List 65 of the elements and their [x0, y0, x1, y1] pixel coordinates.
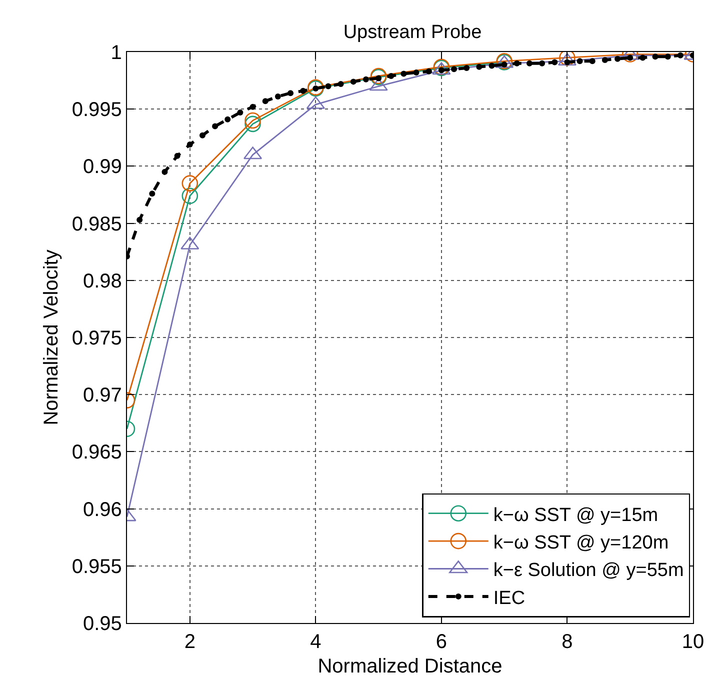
point [338, 80, 344, 87]
point [300, 88, 306, 94]
point [288, 90, 294, 96]
x-tick-label: 10 [682, 631, 704, 654]
point [514, 60, 520, 66]
y-axis-title: Normalized Velocity [40, 250, 62, 426]
point [451, 66, 458, 72]
point [539, 60, 546, 66]
point [526, 60, 532, 66]
point [262, 98, 268, 104]
point [244, 116, 261, 132]
point [136, 216, 143, 223]
point [614, 56, 621, 62]
point [237, 110, 244, 116]
x-tick-label: 2 [184, 631, 196, 654]
y-tick-label: 0.96 [82, 498, 122, 521]
x-tick-label: 8 [562, 631, 573, 654]
y-tick-label: 0.995 [72, 99, 122, 122]
x-tick-label: 6 [436, 631, 448, 654]
chart-title: Upstream Probe [343, 22, 482, 43]
point [174, 152, 180, 159]
point [664, 54, 671, 60]
point [199, 132, 206, 138]
point [576, 58, 583, 64]
point [388, 72, 394, 79]
y-tick-label: 1 [110, 42, 122, 64]
point [162, 168, 168, 175]
point [325, 83, 332, 90]
legend-label: IEC [493, 588, 526, 609]
point [413, 70, 420, 76]
y-tick-label: 0.955 [72, 556, 122, 578]
legend-label: k−ω SST @ y=15m [493, 504, 658, 526]
point [476, 64, 482, 70]
point [350, 78, 356, 85]
point [274, 94, 281, 100]
y-tick-label: 0.985 [72, 213, 122, 236]
y-tick-label: 0.965 [72, 442, 122, 464]
y-tick-label: 0.99 [82, 156, 122, 178]
y-tick-label: 0.975 [72, 328, 122, 350]
point [182, 188, 198, 204]
point [186, 142, 193, 148]
point [212, 123, 218, 130]
point [464, 64, 470, 71]
y-tick-label: 0.97 [82, 384, 122, 407]
x-axis-title: Normalized Distance [318, 656, 502, 678]
point [677, 52, 684, 58]
y-tick-label: 0.98 [82, 270, 122, 292]
point [589, 58, 596, 64]
point [640, 54, 646, 61]
point [602, 56, 608, 63]
point [426, 68, 432, 74]
point [244, 112, 261, 129]
x-tick-label: 4 [310, 631, 322, 654]
point [149, 190, 156, 197]
point [652, 54, 658, 60]
point [362, 76, 369, 82]
point [488, 62, 495, 69]
legend-label: k−ε Solution @ y=55m [493, 560, 684, 582]
point [400, 70, 407, 77]
point [552, 59, 558, 66]
point [224, 116, 231, 122]
y-tick-label: 0.95 [82, 613, 122, 635]
point [250, 104, 256, 110]
point [182, 175, 198, 192]
legend-label: k−ω SST @ y=120m [493, 532, 669, 554]
